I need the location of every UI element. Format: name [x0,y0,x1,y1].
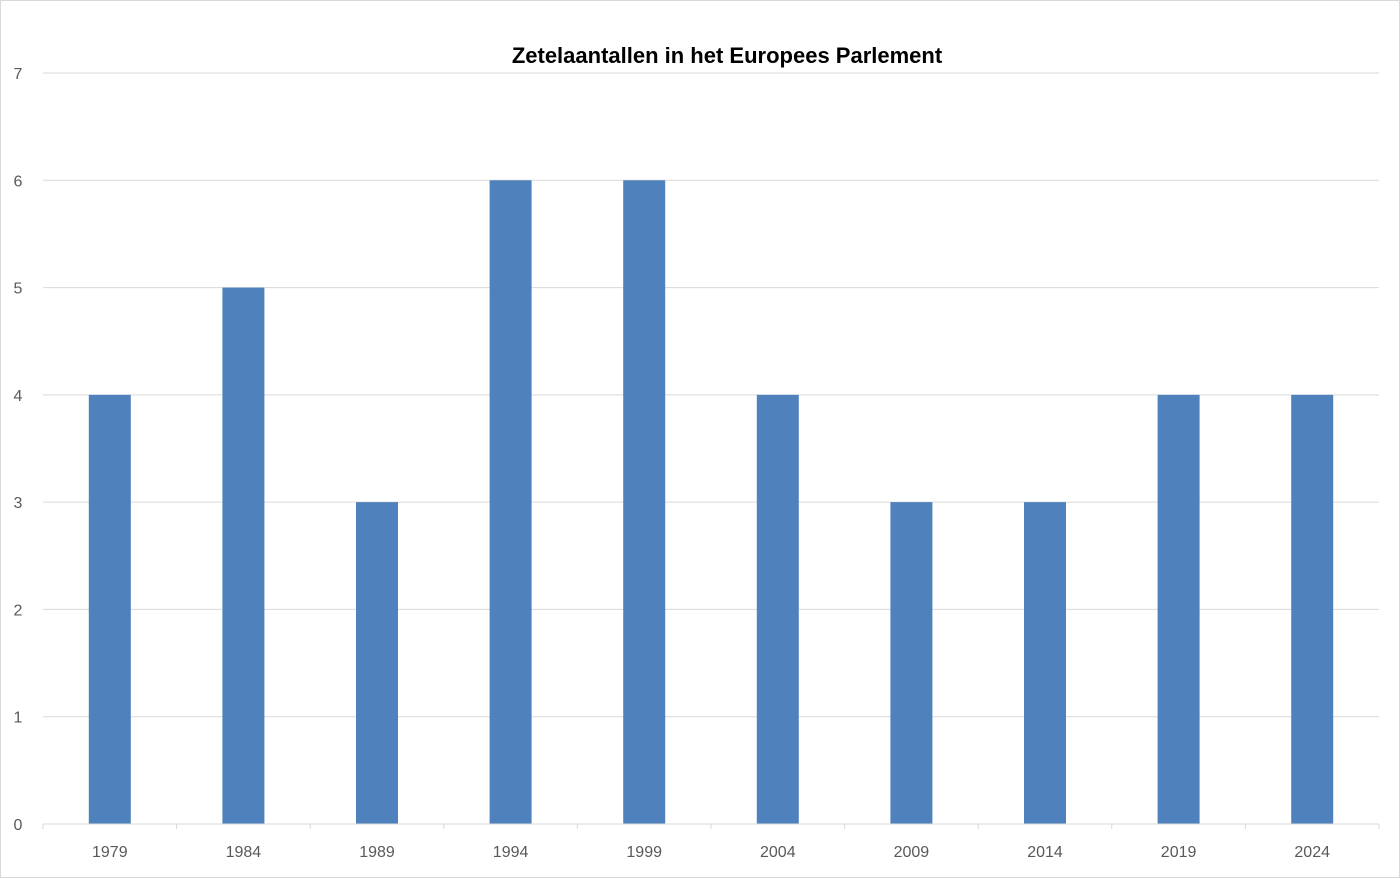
bar-1984 [222,287,265,825]
x-tick-label: 2009 [894,844,930,861]
y-tick-label: 4 [14,388,23,405]
bar-2014 [1024,502,1066,824]
x-tick-label: 2024 [1294,844,1330,861]
y-axis-ticks: 0 1 2 3 4 5 6 7 [14,66,23,834]
x-axis-ticks: 1979 1984 1989 1994 1999 2004 2009 2014 2019 2024 [92,844,1330,861]
chart-title: Zetelaantallen in het Europees Parlement [512,43,943,68]
bar-1989 [356,502,398,824]
x-axis [42,823,1380,829]
y-tick-label: 5 [14,281,23,298]
x-tick-label: 1999 [626,844,662,861]
y-tick-label: 7 [14,66,23,83]
x-tick-label: 2014 [1027,844,1063,861]
x-tick-label: 1994 [493,844,529,861]
y-tick-label: 1 [14,710,23,727]
bar-2009 [890,502,933,824]
bar-2024 [1291,394,1334,824]
y-tick-label: 6 [14,173,23,190]
x-tick-label: 1979 [92,844,128,861]
y-tick-label: 3 [14,495,23,512]
x-tick-label: 1984 [226,844,262,861]
bar-2004 [756,394,799,824]
x-tick-label: 1989 [359,844,395,861]
bars [88,180,1334,825]
bar-1979 [88,394,131,824]
bar-1994 [489,180,532,825]
bar-2019 [1157,394,1200,824]
gridlines [43,72,1379,718]
x-tick-label: 2004 [760,844,796,861]
y-tick-label: 0 [14,817,23,834]
bar-1999 [623,180,666,825]
x-tick-label: 2019 [1161,844,1197,861]
y-tick-label: 2 [14,602,23,619]
